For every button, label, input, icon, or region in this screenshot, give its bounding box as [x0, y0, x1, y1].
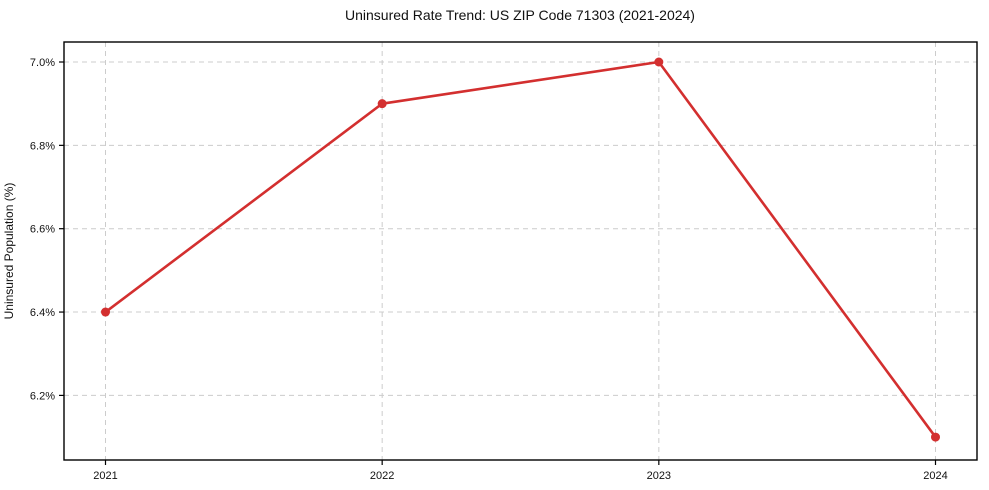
- y-tick-label: 7.0%: [30, 57, 55, 69]
- data-point: [654, 57, 664, 67]
- data-point: [101, 307, 110, 317]
- data-series-layer: [101, 57, 940, 442]
- axis-tick-layer: 6.2% 6.4% 6.6% 6.8% 7.0% 2021 2022 2023 2024: [30, 57, 948, 482]
- plot-border: [63, 41, 978, 461]
- chart-title: Uninsured Rate Trend: US ZIP Code 71303 …: [345, 7, 695, 23]
- x-tick-label: 2024: [923, 470, 947, 482]
- x-tick-label: 2023: [647, 470, 671, 482]
- plot-border-layer: [63, 41, 978, 461]
- y-tick-label: 6.2%: [30, 390, 55, 402]
- data-point: [377, 99, 387, 109]
- x-tick-label: 2022: [370, 470, 394, 482]
- y-tick-label: 6.8%: [30, 140, 55, 152]
- y-tick-label: 6.4%: [30, 307, 55, 319]
- y-axis-label: Uninsured Population (%): [2, 183, 16, 320]
- y-tick-label: 6.6%: [30, 224, 55, 236]
- x-tick-label: 2021: [93, 470, 117, 482]
- grid-layer: [64, 42, 977, 460]
- data-point: [931, 432, 940, 442]
- trend-line: [104, 60, 937, 439]
